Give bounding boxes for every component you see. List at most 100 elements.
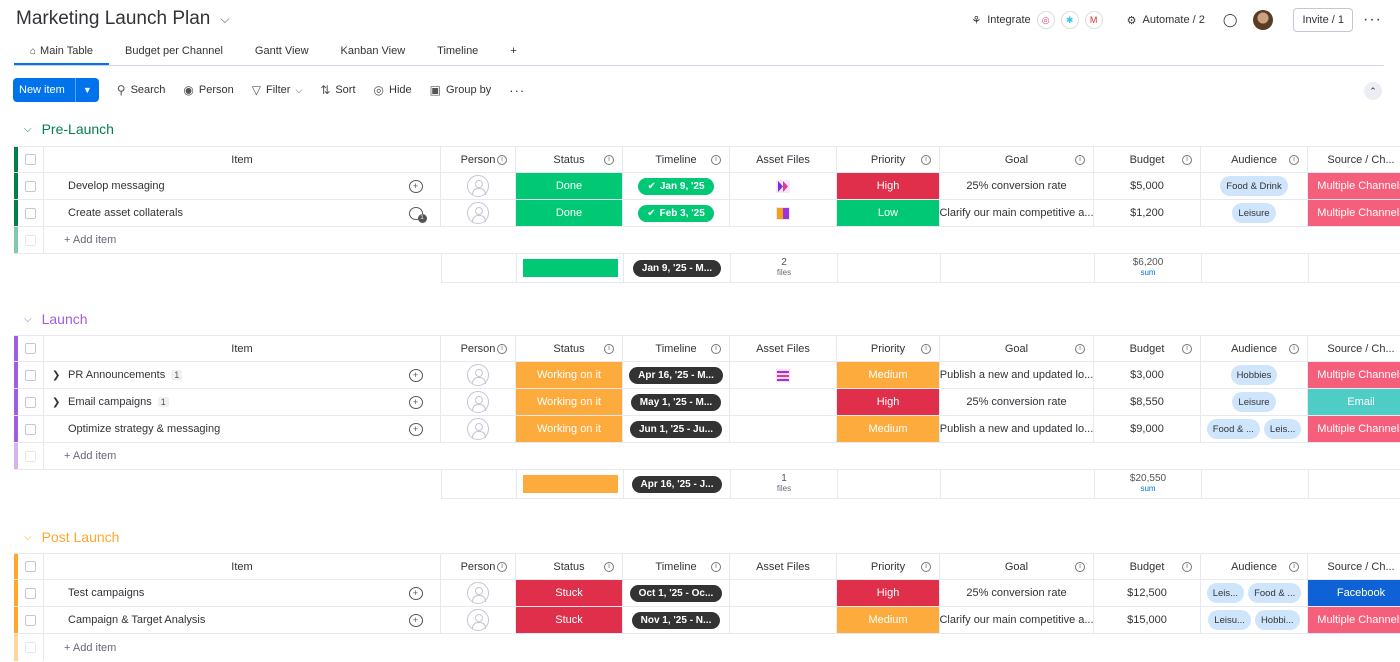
add-item-row[interactable]: + Add item xyxy=(14,634,1400,661)
budget-cell[interactable]: $9,000 xyxy=(1094,416,1201,442)
status-summary[interactable] xyxy=(517,254,624,282)
tab-main-table[interactable]: ⌂ Main Table xyxy=(14,42,110,65)
budget-cell[interactable]: $3,000 xyxy=(1094,362,1201,388)
row-checkbox[interactable] xyxy=(18,580,44,606)
timeline-cell[interactable]: Apr 16, '25 - M... xyxy=(623,362,730,388)
person-cell[interactable] xyxy=(441,580,516,606)
column-header-item[interactable]: Item xyxy=(44,147,441,172)
timeline-cell[interactable]: ✔ Jan 9, '25 xyxy=(623,173,730,199)
audience-cell[interactable]: Leisu... Hobbi... xyxy=(1201,607,1308,633)
info-icon[interactable]: i xyxy=(1075,344,1085,354)
person-cell[interactable] xyxy=(441,389,516,415)
automate-button[interactable]: ⚙ Automate / 2 xyxy=(1126,14,1205,27)
info-icon[interactable]: i xyxy=(921,344,931,354)
column-header-item[interactable]: Item xyxy=(44,554,441,579)
timeline-cell[interactable]: Nov 1, '25 - N... xyxy=(623,607,730,633)
new-item-button[interactable]: New item ▼ xyxy=(13,78,99,102)
audience-cell[interactable]: Hobbies xyxy=(1201,362,1308,388)
asset-files-cell[interactable] xyxy=(730,607,837,633)
group-by-button[interactable]: ▣ Group by xyxy=(429,83,492,97)
priority-cell[interactable]: Medium xyxy=(837,362,940,388)
budget-cell[interactable]: $5,000 xyxy=(1094,173,1201,199)
timeline-cell[interactable]: Jun 1, '25 - Ju... xyxy=(623,416,730,442)
add-item-row[interactable]: + Add item xyxy=(14,443,1400,470)
row-checkbox[interactable] xyxy=(18,173,44,199)
column-header-timeline[interactable]: Timeline i xyxy=(623,336,730,361)
goal-cell[interactable]: Publish a new and updated lo... xyxy=(940,416,1094,442)
column-header-source[interactable]: Source / Ch... xyxy=(1327,342,1395,355)
sort-button[interactable]: ⇅ Sort xyxy=(320,83,356,97)
info-icon[interactable]: i xyxy=(604,344,614,354)
item-name[interactable]: Test campaigns xyxy=(68,587,145,599)
add-update-button[interactable]: + xyxy=(391,416,441,442)
asset-files-cell[interactable] xyxy=(730,200,837,226)
column-header-audience[interactable]: Audience i xyxy=(1201,554,1308,579)
item-name[interactable]: Optimize strategy & messaging xyxy=(68,423,221,435)
source-cell[interactable]: Facebook xyxy=(1308,580,1400,606)
comment-icon[interactable]: ◯ xyxy=(1222,12,1238,27)
asset-files-cell[interactable] xyxy=(730,362,837,388)
column-header-timeline[interactable]: Timeline i xyxy=(623,147,730,172)
info-icon[interactable]: i xyxy=(1289,155,1299,165)
select-all-checkbox[interactable] xyxy=(18,554,44,579)
table-row[interactable]: Test campaigns + Stuck Oct 1, '25 - Oc..… xyxy=(14,580,1400,607)
timeline-cell[interactable]: ✔ Feb 3, '25 xyxy=(623,200,730,226)
person-cell[interactable] xyxy=(441,607,516,633)
goal-cell[interactable]: Clarify our main competitive a... xyxy=(940,200,1094,226)
status-cell[interactable]: Working on it xyxy=(516,416,623,442)
integrate-button[interactable]: ⚘ Integrate ◎ ✱ M xyxy=(971,11,1103,29)
expand-subitems-icon[interactable]: ❯ xyxy=(52,369,61,381)
status-cell[interactable]: Working on it xyxy=(516,362,623,388)
info-icon[interactable]: i xyxy=(1075,562,1085,572)
info-icon[interactable]: i xyxy=(711,562,721,572)
column-header-goal[interactable]: Goal i xyxy=(940,554,1094,579)
goal-cell[interactable]: 25% conversion rate xyxy=(940,173,1094,199)
audience-cell[interactable]: Food & Drink xyxy=(1201,173,1308,199)
info-icon[interactable]: i xyxy=(497,562,507,572)
info-icon[interactable]: i xyxy=(497,155,507,165)
goal-cell[interactable]: Clarify our main competitive a... xyxy=(940,607,1094,633)
status-cell[interactable]: Working on it xyxy=(516,389,623,415)
audience-cell[interactable]: Leisure xyxy=(1201,389,1308,415)
source-cell[interactable]: Multiple Channels xyxy=(1308,200,1400,226)
budget-cell[interactable]: $12,500 xyxy=(1094,580,1201,606)
search-button[interactable]: ⚲ Search xyxy=(116,83,166,97)
timeline-summary[interactable]: Jan 9, '25 - M... xyxy=(624,254,731,282)
column-header-source[interactable]: Source / Ch... xyxy=(1327,560,1395,573)
tab-kanban-view[interactable]: Kanban View xyxy=(340,45,406,57)
table-row[interactable]: Optimize strategy & messaging + Working … xyxy=(14,416,1400,443)
invite-button[interactable]: Invite / 1 xyxy=(1293,8,1354,32)
goal-cell[interactable]: 25% conversion rate xyxy=(940,580,1094,606)
source-cell[interactable]: Email xyxy=(1308,389,1400,415)
person-cell[interactable] xyxy=(441,416,516,442)
column-header-goal[interactable]: Goal i xyxy=(940,147,1094,172)
more-toolbar-icon[interactable]: ··· xyxy=(509,82,526,98)
add-item-input[interactable]: + Add item xyxy=(64,234,117,246)
item-name[interactable]: Create asset collaterals xyxy=(68,207,183,219)
item-name[interactable]: Campaign & Target Analysis xyxy=(68,614,206,626)
column-header-asset-files[interactable]: Asset Files xyxy=(730,147,837,172)
priority-cell[interactable]: Medium xyxy=(837,607,940,633)
column-header-asset-files[interactable]: Asset Files xyxy=(730,336,837,361)
status-cell[interactable]: Done xyxy=(516,173,623,199)
add-view-button[interactable]: + xyxy=(510,45,517,57)
add-update-button[interactable]: + xyxy=(391,173,441,199)
column-header-status[interactable]: Status i xyxy=(516,147,623,172)
group-title-pre-launch[interactable]: ⌵ Pre-Launch xyxy=(24,121,114,137)
table-row[interactable]: ❯ Email campaigns 1 + Working on it May 1,… xyxy=(14,389,1400,416)
tab-gantt-view[interactable]: Gantt View xyxy=(254,45,309,57)
column-header-item[interactable]: Item xyxy=(44,336,441,361)
timeline-cell[interactable]: Oct 1, '25 - Oc... xyxy=(623,580,730,606)
collapse-header-button[interactable]: ⌃ xyxy=(1364,82,1382,100)
more-options-icon[interactable]: ··· xyxy=(1363,11,1382,28)
info-icon[interactable]: i xyxy=(497,344,507,354)
column-header-budget[interactable]: Budget i xyxy=(1094,336,1201,361)
source-cell[interactable]: Multiple Channels xyxy=(1308,173,1400,199)
audience-cell[interactable]: Leis... Food & ... xyxy=(1201,580,1308,606)
info-icon[interactable]: i xyxy=(1075,155,1085,165)
timeline-cell[interactable]: May 1, '25 - M... xyxy=(623,389,730,415)
column-header-person[interactable]: Person i xyxy=(441,336,516,361)
group-title-launch[interactable]: ⌵ Launch xyxy=(24,311,88,327)
person-cell[interactable] xyxy=(441,200,516,226)
column-header-person[interactable]: Person i xyxy=(441,147,516,172)
